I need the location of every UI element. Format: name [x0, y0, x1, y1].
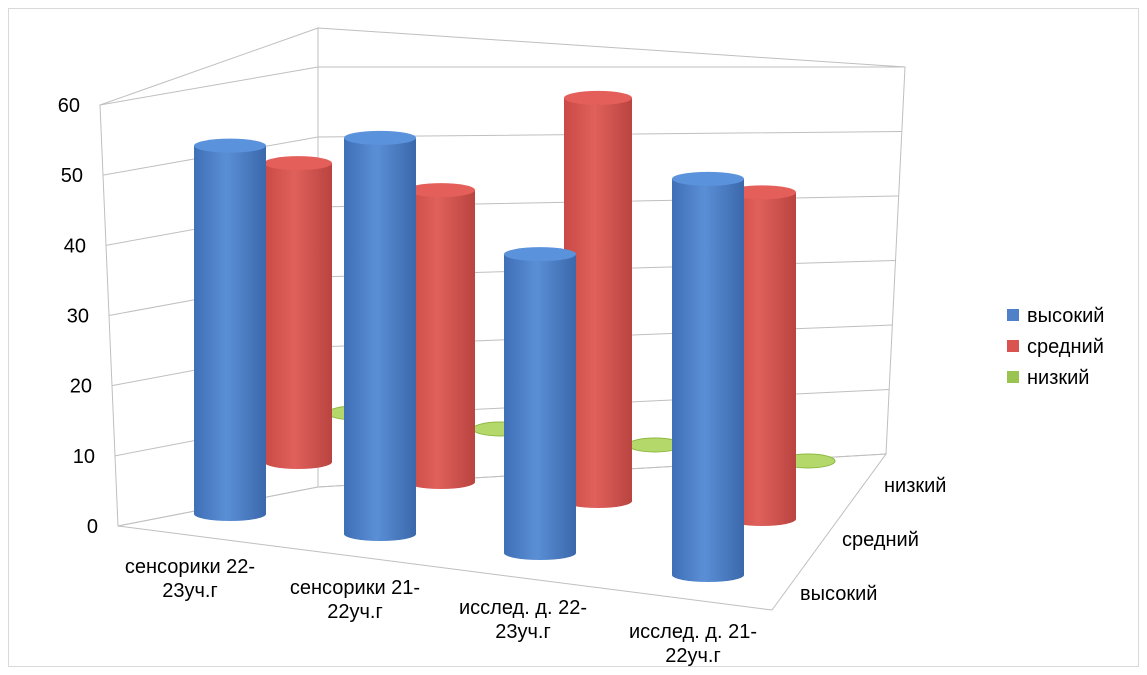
category-labels: сенсорики 22-23уч.г сенсорики 21-22уч.г ис… [125, 556, 757, 667]
bar-высокий-1 [194, 138, 266, 521]
bars [194, 90, 836, 582]
legend-label: средний [1027, 336, 1104, 358]
bar-средний-3 [564, 90, 632, 509]
y-axis-ticks: 0 10 20 30 40 50 60 [58, 95, 98, 538]
depth-label: высокий [800, 583, 877, 605]
bar-top [564, 90, 632, 105]
bar-высокий-4 [672, 171, 744, 582]
bar-body [504, 254, 576, 560]
bar-body [407, 190, 475, 489]
bar-body [728, 192, 796, 526]
bar-top [344, 130, 416, 145]
bar-top [407, 183, 475, 198]
bar-top [264, 156, 332, 171]
legend-label: высокий [1027, 305, 1104, 327]
depth-axis-labels: высокий средний низкий [800, 475, 946, 605]
bar-body [264, 163, 332, 469]
bar-body [344, 137, 416, 541]
bar-body [672, 178, 744, 582]
legend-label: низкий [1027, 367, 1089, 389]
y-tick-label: 0 [87, 516, 98, 538]
y-tick-label: 60 [58, 95, 80, 117]
bar-top [672, 171, 744, 186]
y-tick-label: 40 [64, 235, 86, 257]
bar-высокий-3 [504, 247, 576, 560]
gridline [99, 66, 905, 106]
bar-top [194, 138, 266, 153]
bar-body [564, 97, 632, 509]
category-label: исслед. д. 21-22уч.г [629, 621, 757, 667]
depth-label: средний [842, 529, 919, 551]
category-label: сенсорики 21-22уч.г [290, 577, 420, 623]
bar-body [194, 145, 266, 521]
bar-top [728, 185, 796, 200]
y-tick-label: 20 [70, 376, 92, 398]
bar-средний-2 [407, 183, 475, 489]
y-tick-label: 50 [61, 165, 83, 187]
y-tick-label: 10 [73, 446, 95, 468]
bar-средний-4 [728, 185, 796, 526]
category-label: сенсорики 22-23уч.г [125, 556, 255, 602]
depth-label: низкий [884, 475, 946, 497]
legend-swatch [1007, 309, 1019, 321]
gridline [102, 131, 902, 176]
legend: высокий средний низкий [1007, 305, 1104, 389]
bar-top [504, 247, 576, 262]
legend-swatch [1007, 340, 1019, 352]
category-label: исслед. д. 22-23уч.г [459, 597, 587, 643]
bar-средний-1 [264, 156, 332, 469]
y-tick-label: 30 [67, 306, 89, 328]
bar-высокий-2 [344, 130, 416, 541]
legend-swatch [1007, 371, 1019, 383]
